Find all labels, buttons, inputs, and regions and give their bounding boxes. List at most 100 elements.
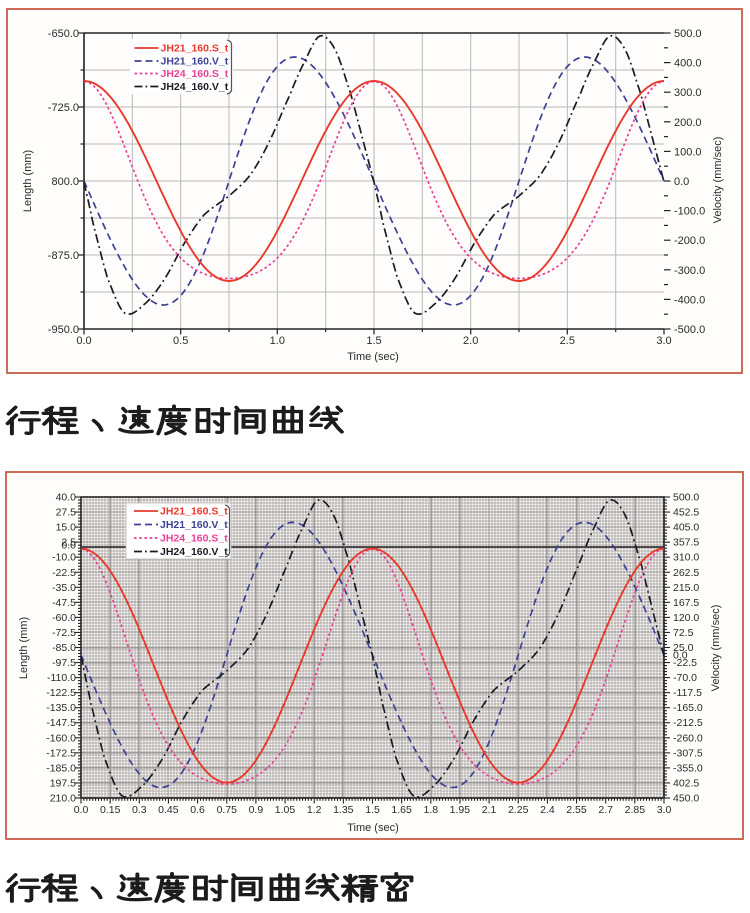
svg-text:800.0: 800.0 [51, 176, 79, 188]
svg-text:25.0: 25.0 [673, 642, 694, 654]
svg-text:Velocity (mm/sec): Velocity (mm/sec) [710, 605, 722, 692]
svg-text:402.5: 402.5 [673, 778, 699, 790]
svg-text:2.1: 2.1 [482, 804, 497, 816]
svg-text:1.0: 1.0 [270, 335, 285, 347]
svg-text:JH24_160.V_t: JH24_160.V_t [161, 81, 229, 93]
svg-text:0.75: 0.75 [217, 804, 238, 816]
svg-text:-70.0: -70.0 [673, 672, 697, 684]
svg-text:0.0: 0.0 [76, 335, 91, 347]
svg-text:262.5: 262.5 [673, 567, 699, 579]
svg-text:Length (mm): Length (mm) [18, 617, 30, 679]
svg-text:-60.0: -60.0 [52, 612, 76, 624]
svg-text:452.5: 452.5 [673, 507, 699, 519]
svg-text:-500.0: -500.0 [674, 324, 705, 336]
svg-text:500.0: 500.0 [674, 28, 702, 40]
svg-text:-172.5: -172.5 [46, 747, 76, 759]
svg-text:JH21_160.S_t: JH21_160.S_t [160, 506, 228, 518]
svg-text:450.0: 450.0 [673, 793, 699, 805]
svg-text:-650.0: -650.0 [48, 28, 79, 40]
svg-text:-260.0: -260.0 [673, 732, 703, 744]
svg-text:-147.5: -147.5 [46, 717, 76, 729]
svg-text:JH21_160.V_t: JH21_160.V_t [160, 519, 228, 531]
svg-text:0.0: 0.0 [674, 176, 689, 188]
svg-text:-725.0: -725.0 [48, 102, 79, 114]
svg-text:0.5: 0.5 [173, 335, 188, 347]
svg-text:0.0: 0.0 [61, 540, 76, 552]
svg-text:3.0: 3.0 [657, 804, 672, 816]
svg-text:-200.0: -200.0 [674, 235, 705, 247]
svg-text:1.05: 1.05 [275, 804, 296, 816]
svg-text:-22.5: -22.5 [52, 567, 76, 579]
svg-text:0.6: 0.6 [190, 804, 205, 816]
svg-text:Time (sec): Time (sec) [347, 351, 399, 363]
svg-text:357.5: 357.5 [673, 537, 699, 549]
svg-text:100.0: 100.0 [674, 146, 702, 158]
svg-text:200.0: 200.0 [674, 117, 702, 129]
svg-text:-35.0: -35.0 [52, 582, 76, 594]
svg-text:2.25: 2.25 [508, 804, 529, 816]
svg-text:0.0: 0.0 [74, 804, 89, 816]
svg-text:120.0: 120.0 [673, 612, 699, 624]
svg-text:-97.5: -97.5 [52, 657, 76, 669]
svg-text:-160.0: -160.0 [46, 732, 76, 744]
svg-text:167.5: 167.5 [673, 597, 699, 609]
svg-text:-110.0: -110.0 [47, 672, 76, 684]
svg-text:1.95: 1.95 [450, 804, 471, 816]
svg-text:1.5: 1.5 [366, 335, 381, 347]
svg-text:2.5: 2.5 [61, 537, 76, 549]
svg-text:300.0: 300.0 [674, 87, 702, 99]
svg-text:27.5: 27.5 [56, 507, 77, 519]
svg-text:-950.0: -950.0 [48, 324, 79, 336]
svg-text:210.0: 210.0 [50, 793, 76, 805]
svg-text:-185.0: -185.0 [46, 762, 76, 774]
svg-text:-135.0: -135.0 [46, 702, 76, 714]
svg-text:2.85: 2.85 [625, 804, 646, 816]
svg-text:JH24_160.S_t: JH24_160.S_t [161, 68, 229, 80]
svg-text:3.0: 3.0 [656, 335, 671, 347]
svg-text:40.0: 40.0 [56, 492, 77, 504]
svg-text:1.65: 1.65 [391, 804, 412, 816]
svg-text:-117.5: -117.5 [673, 687, 702, 699]
svg-text:Time (sec): Time (sec) [347, 822, 399, 834]
svg-text:400.0: 400.0 [674, 58, 702, 70]
svg-text:2.4: 2.4 [540, 804, 555, 816]
svg-text:1.2: 1.2 [307, 804, 322, 816]
svg-text:197.5: 197.5 [50, 778, 76, 790]
svg-text:-400.0: -400.0 [674, 294, 705, 306]
svg-text:72.5: 72.5 [673, 627, 694, 639]
svg-text:-72.5: -72.5 [52, 627, 76, 639]
svg-text:-22.5: -22.5 [673, 657, 697, 669]
svg-text:-355.0: -355.0 [673, 762, 703, 774]
svg-text:JH24_160.S_t: JH24_160.S_t [160, 533, 228, 545]
svg-text:-10.0: -10.0 [52, 552, 76, 564]
svg-text:1.35: 1.35 [333, 804, 354, 816]
svg-text:310.0: 310.0 [673, 552, 699, 564]
svg-text:JH21_160.S_t: JH21_160.S_t [161, 43, 229, 55]
svg-text:-100.0: -100.0 [674, 206, 705, 218]
svg-text:-307.5: -307.5 [673, 747, 703, 759]
svg-text:-85.0: -85.0 [52, 642, 76, 654]
svg-text:2.7: 2.7 [598, 804, 613, 816]
svg-text:0.3: 0.3 [132, 804, 147, 816]
svg-text:-300.0: -300.0 [674, 265, 705, 277]
svg-text:Length (mm): Length (mm) [22, 150, 34, 212]
svg-text:15.0: 15.0 [56, 522, 77, 534]
svg-text:-47.5: -47.5 [52, 597, 76, 609]
svg-text:0.0: 0.0 [673, 649, 688, 661]
svg-text:2.55: 2.55 [566, 804, 587, 816]
svg-text:0.45: 0.45 [158, 804, 179, 816]
svg-text:-875.0: -875.0 [48, 250, 79, 262]
svg-text:JH21_160.V_t: JH21_160.V_t [161, 56, 229, 68]
svg-text:-122.5: -122.5 [46, 687, 76, 699]
svg-text:2.5: 2.5 [560, 335, 575, 347]
svg-text:1.8: 1.8 [423, 804, 438, 816]
svg-text:-165.0: -165.0 [673, 702, 703, 714]
svg-text:-212.5: -212.5 [673, 717, 703, 729]
svg-text:JH24_160.V_t: JH24_160.V_t [160, 546, 228, 558]
svg-text:405.0: 405.0 [673, 522, 699, 534]
svg-text:2.0: 2.0 [463, 335, 478, 347]
svg-text:Velocity (mm/sec): Velocity (mm/sec) [712, 137, 724, 224]
svg-text:0.9: 0.9 [249, 804, 264, 816]
svg-text:1.5: 1.5 [365, 804, 380, 816]
svg-text:0.15: 0.15 [100, 804, 121, 816]
